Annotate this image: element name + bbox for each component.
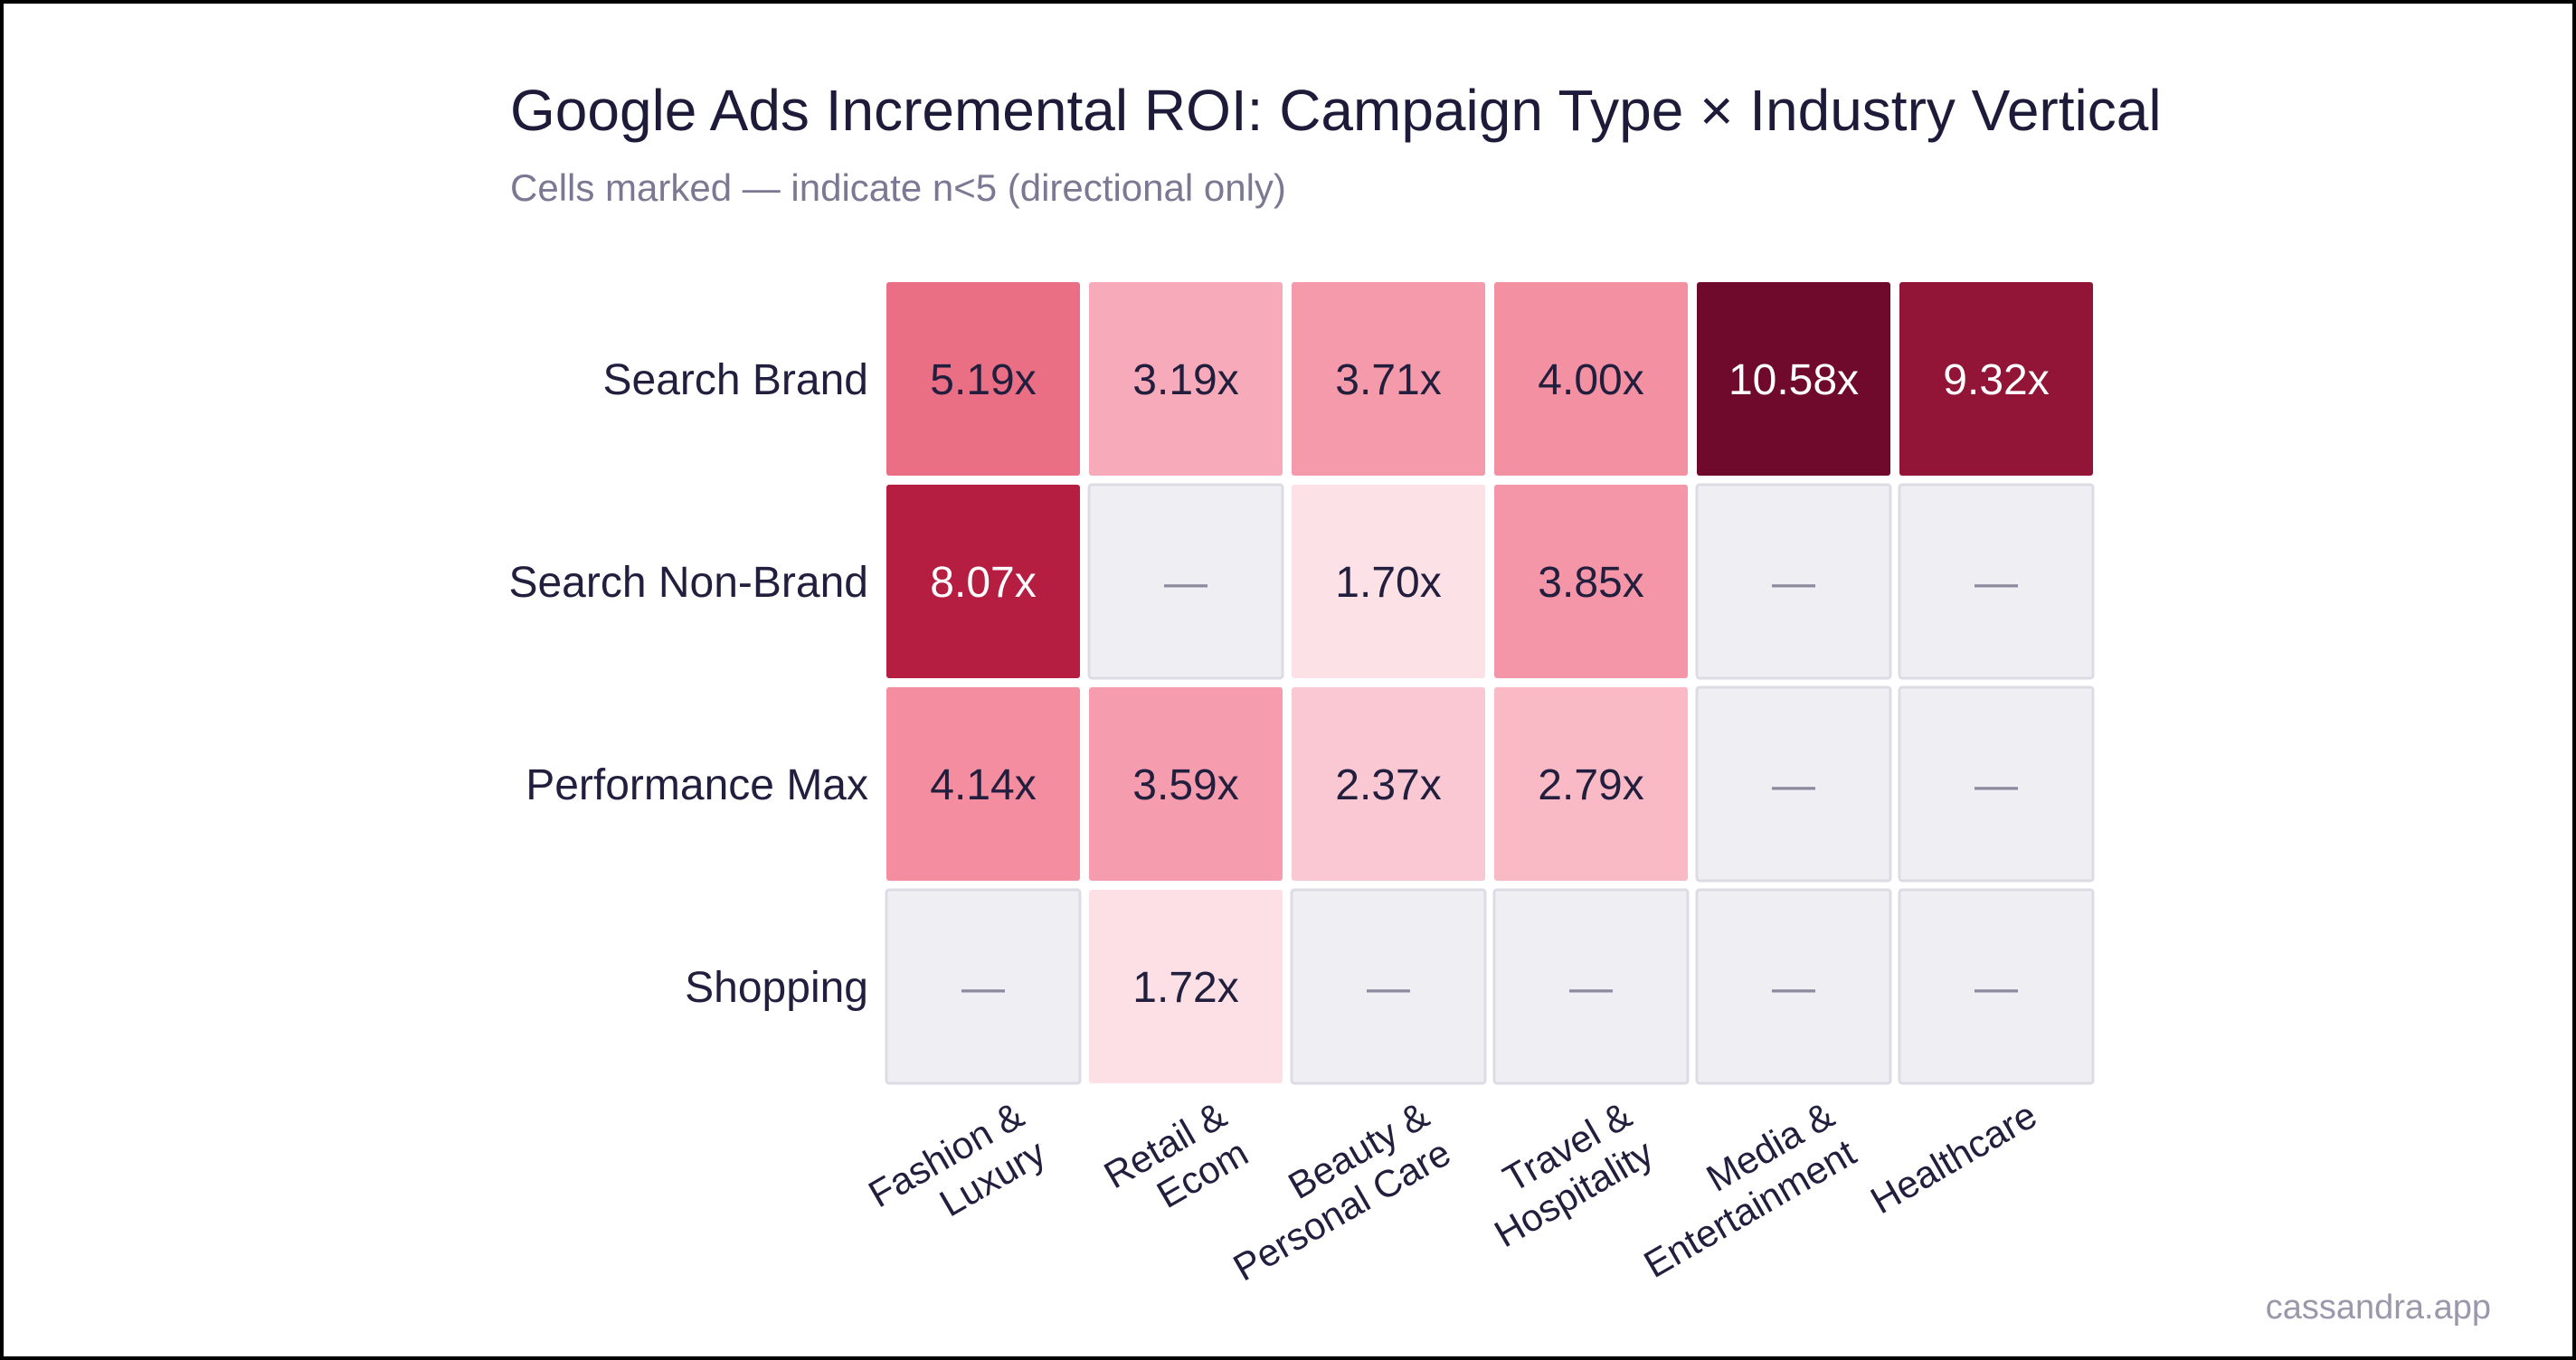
heatmap-cell-rect (1695, 888, 1892, 1085)
row-label: Search Non-Brand (508, 559, 868, 607)
cell-value-label: 4.14x (930, 761, 1036, 809)
heatmap-cell-rect (1089, 687, 1283, 881)
cell-value-label: 2.37x (1335, 761, 1441, 809)
heatmap-cell-rect (1292, 282, 1485, 476)
column-label: Media &Entertainment (1615, 1093, 1863, 1286)
heatmap-cell-rect (1898, 888, 2095, 1085)
chart-subtitle: Cells marked — indicate n<5 (directional… (510, 166, 1286, 209)
heatmap-cell-rect (1492, 888, 1690, 1085)
heatmap-cell-rect (885, 888, 1082, 1085)
heatmap-cell: — (1695, 888, 1892, 1085)
cell-value-label: — (961, 964, 1005, 1012)
heatmap-cell: — (1492, 888, 1690, 1085)
cell-value-label: 1.72x (1132, 964, 1238, 1012)
cell-value-label: — (1772, 761, 1815, 809)
heatmap-cell: 9.32x (1899, 282, 2093, 476)
cell-value-label: — (1164, 559, 1208, 607)
heatmap-cell: 1.70x (1292, 485, 1485, 678)
heatmap-cell-rect (1089, 890, 1283, 1083)
column-label: Healthcare (1863, 1093, 2043, 1222)
heatmap-cell-rect (1697, 282, 1890, 476)
cell-value-label: 5.19x (930, 356, 1036, 404)
heatmap-cell: 3.85x (1494, 485, 1688, 678)
column-label: Travel &Hospitality (1465, 1093, 1660, 1255)
heatmap-chart: Google Ads Incremental ROI: Campaign Typ… (508, 78, 2491, 1327)
column-label: Fashion &Luxury (861, 1093, 1052, 1253)
cell-value-label: 3.19x (1132, 356, 1238, 404)
cell-value-label: — (1975, 964, 2018, 1012)
heatmap-cell: 2.37x (1292, 687, 1485, 881)
heatmap-cell: — (1695, 685, 1892, 883)
heatmap-cell-rect (1898, 685, 2095, 883)
heatmap-cell: — (1290, 888, 1487, 1085)
cell-value-label: 1.70x (1335, 559, 1441, 607)
heatmap-cell: 2.79x (1494, 687, 1688, 881)
heatmap-cell: 3.19x (1089, 282, 1283, 476)
heatmap-cell: 8.07x (886, 485, 1080, 678)
heatmap-cell-rect (1292, 485, 1485, 678)
heatmap-cell-rect (1089, 282, 1283, 476)
cell-value-label: 2.79x (1538, 761, 1643, 809)
column-label-line: Healthcare (1863, 1093, 2043, 1222)
heatmap-cell-rect (886, 485, 1080, 678)
cell-value-label: 10.58x (1728, 356, 1859, 404)
heatmap-cell-rect (1899, 282, 2093, 476)
heatmap-cell: 4.14x (886, 687, 1080, 881)
cell-value-label: 3.71x (1335, 356, 1441, 404)
row-label: Performance Max (526, 761, 868, 809)
row-label: Shopping (685, 964, 868, 1012)
cell-value-label: — (1367, 964, 1410, 1012)
cell-value-label: — (1772, 964, 1815, 1012)
column-label: Retail &Ecom (1097, 1093, 1255, 1234)
heatmap-cell: — (1898, 685, 2095, 883)
cell-value-label: 3.59x (1132, 761, 1238, 809)
heatmap-cell-rect (886, 687, 1080, 881)
heatmap-cells: 5.19x 3.19x 3.71x 4.00x 10.58x 9.32x 8.07x — 1.7… (885, 282, 2095, 1085)
chart-frame: Google Ads Incremental ROI: Campaign Typ… (4, 4, 2572, 1356)
heatmap-cell: 10.58x (1697, 282, 1890, 476)
heatmap-cell-rect (1494, 282, 1688, 476)
cell-value-label: — (1569, 964, 1613, 1012)
heatmap-cell: — (885, 888, 1082, 1085)
heatmap-cell-rect (1494, 687, 1688, 881)
cell-value-label: — (1772, 559, 1815, 607)
cell-value-label: 4.00x (1538, 356, 1643, 404)
watermark: cassandra.app (2266, 1289, 2491, 1327)
heatmap-cell: — (1695, 483, 1892, 680)
cell-value-label: — (1975, 761, 2018, 809)
cell-value-label: 8.07x (930, 559, 1036, 607)
heatmap-cell: — (1898, 483, 2095, 680)
row-labels: Search Brand Search Non-Brand Performance … (508, 356, 868, 1012)
cell-value-label: — (1975, 559, 2018, 607)
heatmap-cell-rect (1695, 685, 1892, 883)
cell-value-label: 3.85x (1538, 559, 1643, 607)
heatmap-cell: — (1898, 888, 2095, 1085)
heatmap-cell: 3.59x (1089, 687, 1283, 881)
column-labels: Fashion &Luxury Retail &Ecom Beauty &Perso… (861, 1093, 2043, 1289)
cell-value-label: 9.32x (1943, 356, 2049, 404)
heatmap-cell-rect (1898, 483, 2095, 680)
heatmap-cell: 4.00x (1494, 282, 1688, 476)
heatmap-cell-rect (1087, 483, 1284, 680)
chart-title: Google Ads Incremental ROI: Campaign Typ… (510, 78, 2162, 143)
heatmap-cell-rect (1292, 687, 1485, 881)
column-label: Beauty &Personal Care (1204, 1093, 1457, 1289)
heatmap-cell-rect (1494, 485, 1688, 678)
heatmap-cell-rect (886, 282, 1080, 476)
heatmap-cell: 3.71x (1292, 282, 1485, 476)
heatmap-cell-rect (1695, 483, 1892, 680)
heatmap-cell-rect (1290, 888, 1487, 1085)
heatmap-cell: 5.19x (886, 282, 1080, 476)
heatmap-cell: 1.72x (1089, 890, 1283, 1083)
row-label: Search Brand (602, 356, 868, 404)
heatmap-cell: — (1087, 483, 1284, 680)
